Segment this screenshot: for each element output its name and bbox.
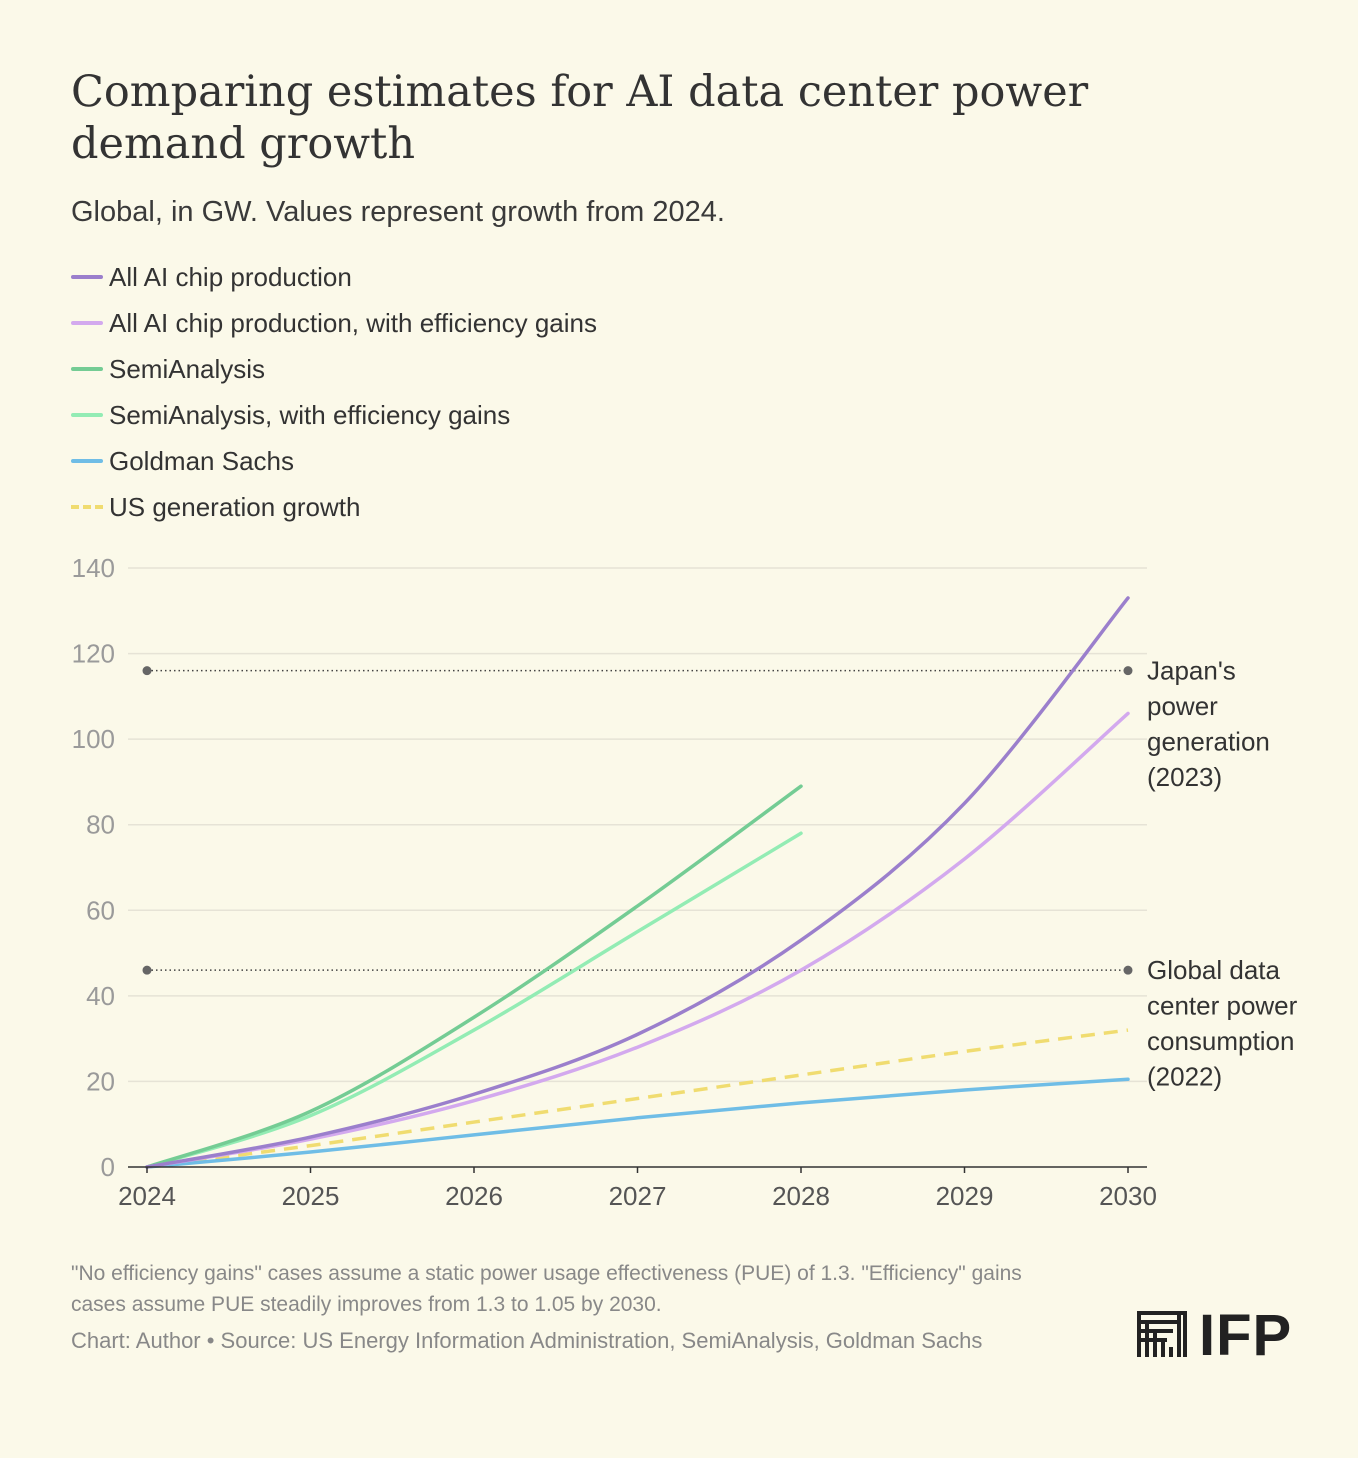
- legend-swatch: [71, 275, 103, 279]
- reference-dot: [1123, 965, 1133, 975]
- x-tick-label: 2025: [282, 1181, 340, 1211]
- y-tick-label: 0: [101, 1152, 115, 1182]
- series-line-us-generation-growth: [146, 1028, 1129, 1169]
- ifp-logo-mark: [1137, 1311, 1187, 1357]
- series-line-all-ai-chip-production-with-efficiency-gains: [145, 711, 1130, 1169]
- reference-label-line: Japan's: [1147, 656, 1236, 686]
- x-tick-label: 2030: [1099, 1181, 1157, 1211]
- legend-swatch: [71, 367, 103, 371]
- footnote: "No efficiency gains" cases assume a sta…: [71, 1262, 1022, 1316]
- y-tick-label: 40: [86, 981, 115, 1011]
- reference-label-line: consumption: [1147, 1026, 1294, 1056]
- reference-label-line: power: [1147, 691, 1218, 721]
- legend-swatch: [71, 321, 103, 325]
- legend-label: All AI chip production: [109, 261, 352, 292]
- reference-dot: [142, 965, 152, 975]
- legend-item: US generation growth: [71, 484, 597, 530]
- series-layer: [145, 596, 1130, 1169]
- x-tick-label: 2024: [118, 1181, 176, 1211]
- legend-item: All AI chip production: [71, 254, 597, 300]
- grid-layer: [128, 567, 1147, 1083]
- y-tick-label: 120: [72, 639, 115, 669]
- chart-subtitle: Global, in GW. Values represent growth f…: [71, 196, 725, 228]
- y-tick-label: 20: [86, 1066, 115, 1096]
- legend-label: Goldman Sachs: [109, 445, 294, 476]
- chart-title: Comparing estimates for AI data center p…: [71, 67, 1089, 169]
- y-tick-label: 80: [86, 810, 115, 840]
- ifp-logo-text: IFP: [1199, 1307, 1292, 1359]
- y-tick-label: 140: [72, 553, 115, 583]
- legend-item: SemiAnalysis: [71, 346, 597, 392]
- legend-item: Goldman Sachs: [71, 438, 597, 484]
- legend-swatch: [71, 505, 103, 509]
- legend-label: SemiAnalysis: [109, 353, 266, 384]
- legend-label: All AI chip production, with efficiency …: [109, 307, 598, 338]
- reference-label-line: (2022): [1147, 1062, 1222, 1092]
- x-tick-label: 2028: [772, 1181, 830, 1211]
- x-tick-label: 2026: [445, 1181, 503, 1211]
- y-tick-label: 100: [72, 724, 115, 754]
- reference-label-line: (2023): [1147, 762, 1222, 792]
- reference-dot: [142, 666, 152, 676]
- ifp-logo: IFP: [1137, 1307, 1292, 1359]
- reference-layer: Japan's power generation (2023) Global data c…: [142, 656, 1298, 1092]
- reference-dot: [1123, 666, 1133, 676]
- y-tick-label: 60: [86, 895, 115, 925]
- legend-swatch: [71, 459, 103, 463]
- legend-item: All AI chip production, with efficiency …: [71, 300, 597, 346]
- x-tick-label: 2027: [609, 1181, 667, 1211]
- reference-label-line: center power: [1147, 991, 1298, 1021]
- x-tick-label: 2029: [936, 1181, 994, 1211]
- reference-label-line: Global data: [1147, 955, 1281, 985]
- reference-label-line: generation: [1147, 727, 1270, 757]
- legend-label: US generation growth: [109, 491, 361, 522]
- series-line-all-ai-chip-production: [145, 596, 1130, 1169]
- legend-item: SemiAnalysis, with efficiency gains: [71, 392, 597, 438]
- legend: All AI chip production All AI chip produ…: [71, 254, 597, 530]
- legend-label: SemiAnalysis, with efficiency gains: [109, 399, 511, 430]
- line-chart: Japan's power generation (2023) Global data c…: [72, 553, 1298, 1211]
- series-line-semianalysis: [145, 784, 803, 1169]
- series-line-semianalysis-with-efficiency-gains: [145, 831, 803, 1169]
- axis-layer: 0 20 40 60 80 100 120 140 2024 2025 2026 2027 2028 20…: [72, 553, 1157, 1211]
- reference-label: Japan's power generation (2023): [1147, 656, 1270, 793]
- series-line-goldman-sachs: [145, 1077, 1130, 1169]
- reference-label: Global data center power consumption (2022): [1147, 955, 1298, 1092]
- source-note: Chart: Author • Source: US Energy Inform…: [71, 1328, 983, 1353]
- legend-swatch: [71, 413, 103, 417]
